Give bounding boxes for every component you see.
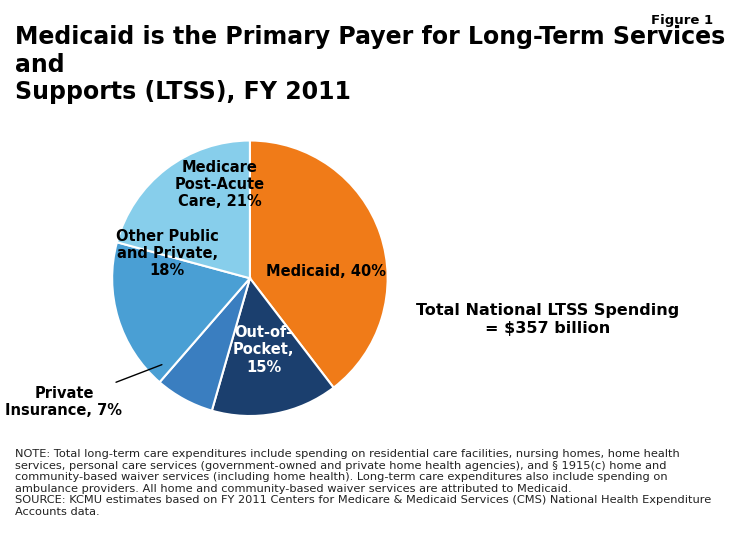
Wedge shape (117, 141, 250, 278)
Text: KAISER: KAISER (653, 501, 701, 515)
Text: Medicaid, 40%: Medicaid, 40% (265, 264, 386, 279)
Text: Total National LTSS Spending
= $357 billion: Total National LTSS Spending = $357 bill… (416, 304, 679, 336)
Wedge shape (250, 141, 387, 388)
Text: Medicaid is the Primary Payer for Long-Term Services and
Supports (LTSS), FY 201: Medicaid is the Primary Payer for Long-T… (15, 25, 725, 104)
Text: FOUNDATION: FOUNDATION (656, 530, 698, 536)
Text: THE HENRY J.: THE HENRY J. (657, 493, 697, 498)
Text: Private
Insurance, 7%: Private Insurance, 7% (5, 365, 162, 418)
Text: Out-of-
Pocket,
15%: Out-of- Pocket, 15% (233, 325, 295, 375)
Text: NOTE: Total long-term care expenditures include spending on residential care fac: NOTE: Total long-term care expenditures … (15, 449, 711, 517)
Text: Medicare
Post-Acute
Care, 21%: Medicare Post-Acute Care, 21% (174, 160, 265, 209)
Wedge shape (159, 278, 250, 410)
Text: Figure 1: Figure 1 (650, 14, 713, 27)
Wedge shape (212, 278, 334, 416)
Text: FAMILY: FAMILY (654, 514, 700, 527)
Text: Other Public
and Private,
18%: Other Public and Private, 18% (116, 229, 218, 278)
Wedge shape (112, 242, 250, 382)
